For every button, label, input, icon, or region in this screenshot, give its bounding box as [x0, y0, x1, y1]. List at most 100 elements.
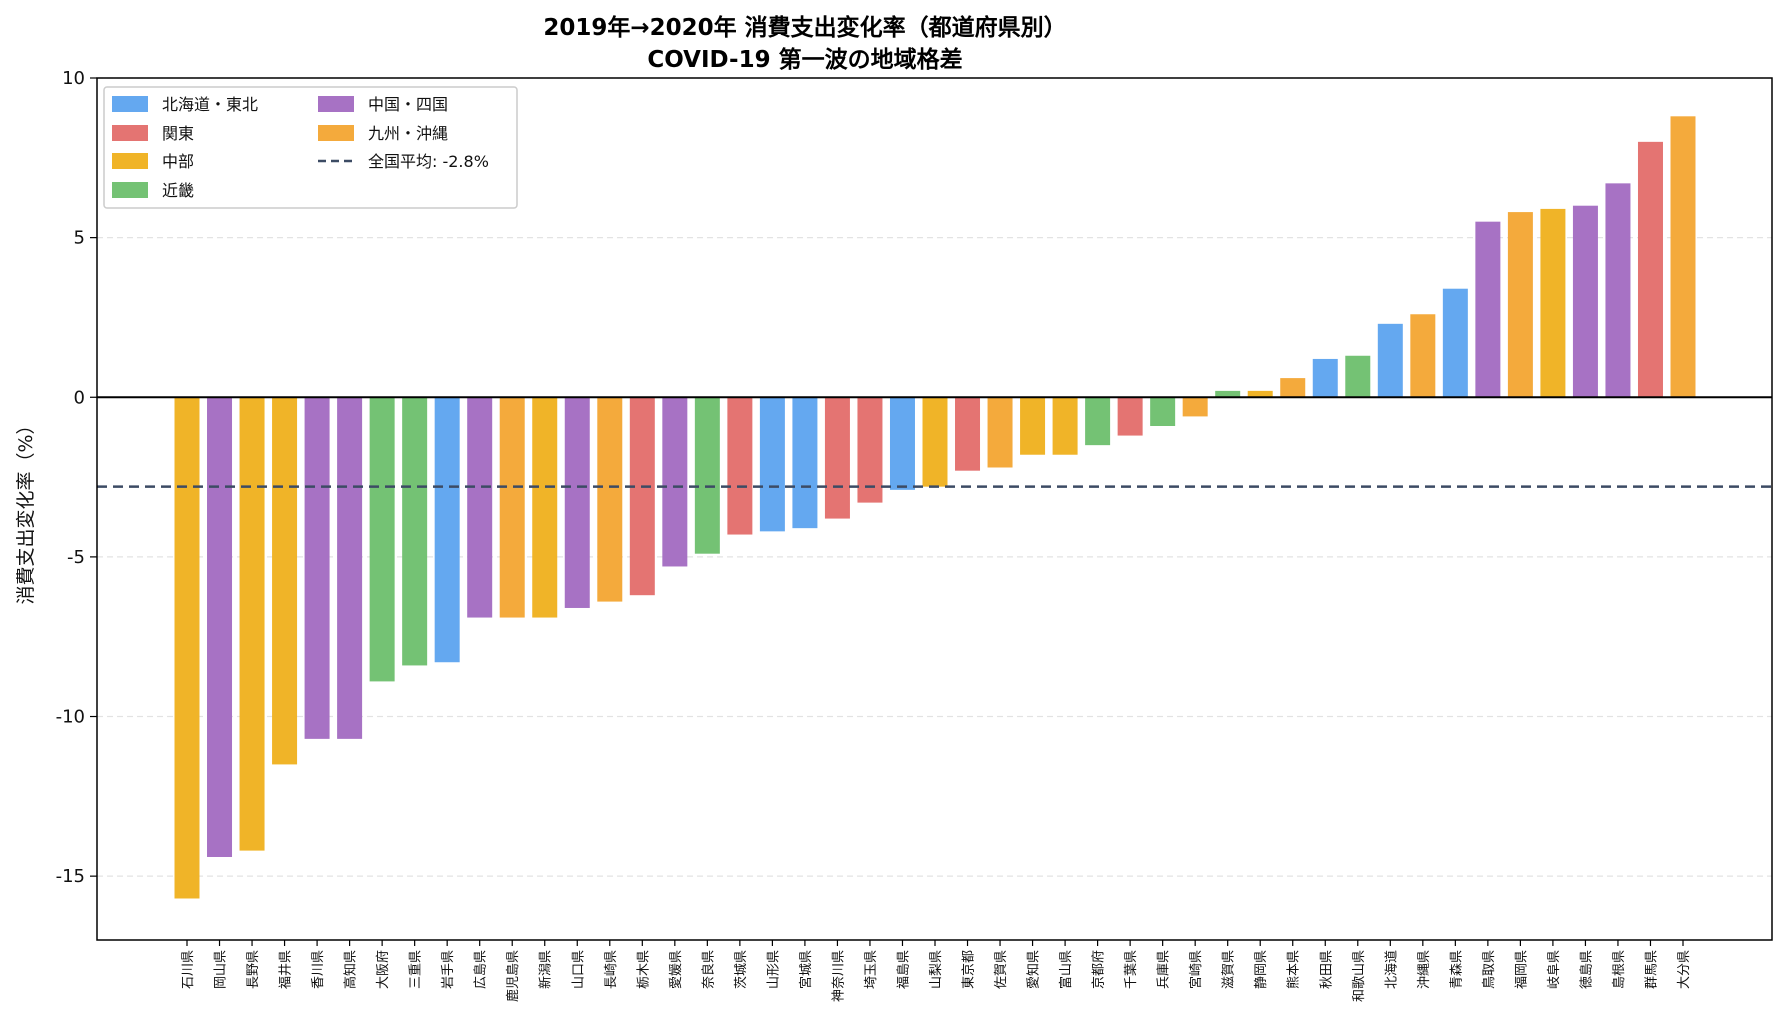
- x-tick-label: 石川県: [181, 950, 196, 989]
- bar: [1637, 141, 1663, 398]
- bar: [207, 397, 233, 857]
- bar: [174, 397, 200, 899]
- x-tick-label: 新潟県: [538, 950, 554, 989]
- bar: [1572, 205, 1598, 398]
- bar: [337, 397, 363, 739]
- bar: [857, 397, 883, 503]
- x-tick-label: 山口県: [571, 950, 586, 989]
- x-tick-label: 山梨県: [929, 950, 944, 989]
- bar: [1052, 397, 1078, 455]
- x-tick-label: 東京都: [961, 950, 977, 989]
- bar: [272, 397, 298, 765]
- x-tick-label: 山形県: [766, 950, 781, 989]
- bar: [1507, 212, 1533, 398]
- x-tick-label: 広島県: [474, 950, 489, 989]
- x-tick-label: 宮城県: [798, 950, 814, 989]
- y-axis-label: 消費支出変化率（%）: [15, 415, 37, 604]
- bar: [1670, 116, 1696, 398]
- x-tick-label: 大分県: [1677, 950, 1692, 989]
- x-tick-label: 愛知県: [1026, 950, 1042, 989]
- x-tick-label: 香川県: [311, 950, 326, 989]
- chart-title: 2019年→2020年 消費支出変化率（都道府県別）: [543, 14, 1066, 41]
- legend-label: 中部: [162, 152, 194, 171]
- y-tick-label: 5: [74, 228, 85, 249]
- legend-swatch: [112, 96, 148, 112]
- legend-label: 関東: [162, 124, 194, 143]
- x-axis-ticks: 石川県 岡山県 長野県 福井県 香川県 高知県 大阪府 三重県 岩手県 広島県 鹿児島県 新潟県 山口県…: [181, 940, 1692, 1002]
- x-tick-label: 岐阜県: [1546, 950, 1562, 989]
- bar: [727, 397, 753, 535]
- x-tick-label: 埼玉県: [864, 950, 879, 989]
- x-tick-label: 鳥取県: [1482, 950, 1497, 989]
- bar: [532, 397, 558, 618]
- x-tick-label: 沖縄県: [1417, 950, 1432, 989]
- bar: [467, 397, 493, 618]
- legend-swatch: [112, 153, 148, 169]
- y-tick-label: -5: [67, 547, 85, 568]
- bar: [1377, 323, 1403, 398]
- legend-label: 中国・四国: [368, 95, 448, 114]
- x-tick-label: 栃木県: [636, 950, 651, 989]
- y-tick-label: -10: [56, 707, 85, 728]
- legend-swatch: [318, 96, 354, 112]
- bar: [889, 397, 915, 490]
- bar: [564, 397, 590, 608]
- bar: [922, 397, 948, 487]
- x-tick-label: 滋賀県: [1222, 950, 1237, 989]
- legend-label: 全国平均: -2.8%: [368, 152, 489, 171]
- bar: [694, 397, 720, 554]
- bar: [434, 397, 460, 663]
- bar: [1247, 390, 1273, 398]
- bar: [1182, 397, 1208, 417]
- legend-swatch: [112, 182, 148, 198]
- x-tick-label: 三重県: [408, 950, 424, 989]
- x-tick-label: 奈良県: [700, 950, 716, 989]
- y-tick-label: 0: [74, 387, 85, 408]
- bar: [1020, 397, 1046, 455]
- x-tick-label: 京都府: [1092, 950, 1107, 989]
- bar: [304, 397, 330, 739]
- x-tick-label: 群馬県: [1644, 950, 1659, 989]
- x-tick-label: 鹿児島県: [505, 950, 521, 1002]
- y-tick-label: 10: [62, 68, 85, 89]
- x-tick-label: 佐賀県: [994, 950, 1009, 989]
- bar: [987, 397, 1013, 468]
- x-tick-label: 高知県: [343, 950, 359, 989]
- x-tick-label: 岡山県: [214, 950, 229, 989]
- x-tick-label: 静岡県: [1254, 950, 1269, 989]
- chart-subtitle: COVID-19 第一波の地域格差: [647, 46, 962, 73]
- x-tick-label: 福島県: [896, 950, 911, 989]
- x-tick-label: 大阪府: [376, 950, 391, 989]
- x-tick-label: 宮崎県: [1188, 950, 1204, 989]
- bar: [499, 397, 525, 618]
- x-tick-label: 岩手県: [441, 950, 456, 989]
- bar: [1345, 355, 1371, 398]
- x-tick-label: 熊本県: [1286, 950, 1302, 989]
- x-tick-label: 千葉県: [1124, 950, 1139, 989]
- x-tick-label: 兵庫県: [1157, 950, 1172, 989]
- bars-group: [174, 116, 1696, 899]
- bar: [1280, 378, 1306, 398]
- x-tick-label: 長崎県: [604, 950, 619, 989]
- bar: [597, 397, 623, 602]
- bar: [1215, 390, 1241, 398]
- bar: [1085, 397, 1111, 446]
- y-tick-label: -15: [56, 866, 85, 887]
- bar: [1150, 397, 1176, 426]
- bar: [369, 397, 395, 682]
- bar: [662, 397, 688, 567]
- bar: [402, 397, 428, 666]
- legend-swatch: [112, 125, 148, 141]
- bar: [792, 397, 818, 529]
- bar: [759, 397, 785, 532]
- x-tick-label: 北海道: [1384, 950, 1399, 989]
- bar: [955, 397, 981, 471]
- x-tick-label: 茨城県: [734, 950, 749, 989]
- legend-label: 北海道・東北: [162, 95, 258, 114]
- x-tick-label: 長野県: [246, 950, 261, 989]
- bar: [629, 397, 655, 596]
- bar: [1540, 208, 1566, 398]
- legend-label: 近畿: [162, 181, 194, 200]
